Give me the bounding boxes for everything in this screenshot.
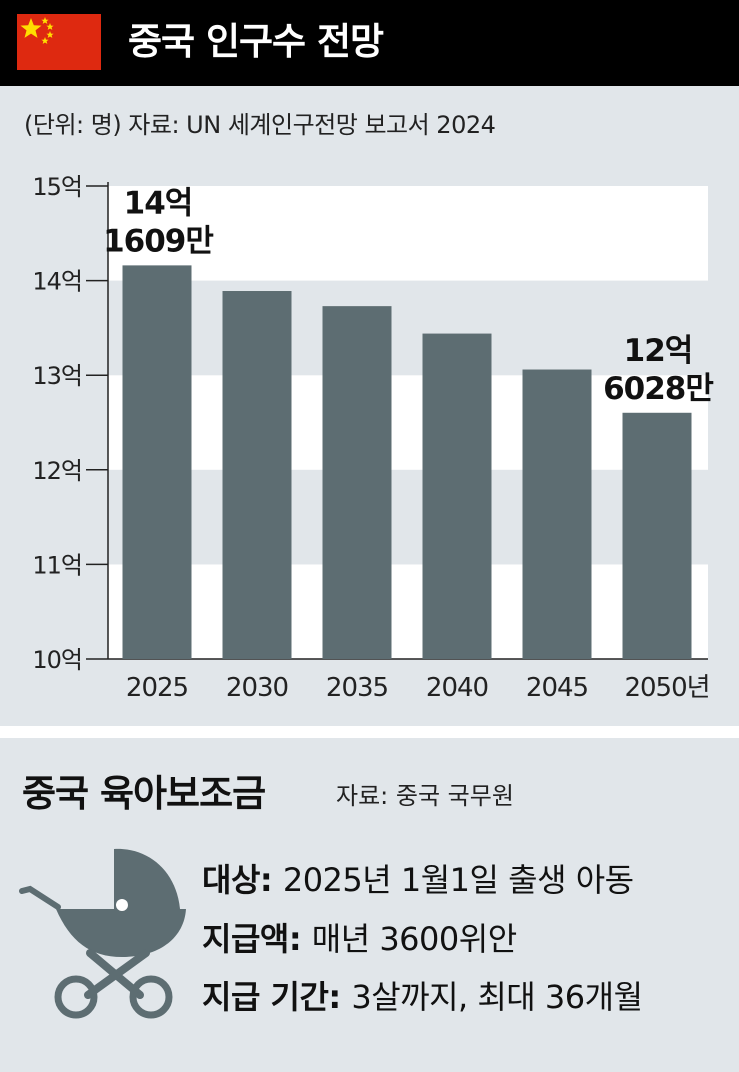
bar-2030: [222, 291, 292, 659]
data-label-line1: 14억: [124, 185, 193, 221]
x-tick-label: 2040: [426, 673, 488, 703]
subsidy-label-period: 지급 기간: [202, 978, 329, 1016]
subsidy-row-amount: 지급액: 매년 3600위안: [202, 920, 517, 958]
chart-band: [108, 564, 708, 659]
chart-band: [108, 469, 708, 565]
x-tick-label: 2045: [526, 673, 588, 703]
x-tick-label: 2030: [226, 673, 288, 703]
subsidy-row-period: 지급 기간: 3살까지, 최대 36개월: [202, 978, 643, 1016]
subsidy-label-amount: 지급액: [202, 920, 289, 958]
chart-band: [108, 280, 708, 376]
y-tick-label: 13억: [32, 362, 82, 390]
x-tick-label: 2025: [126, 673, 188, 703]
bar-2025: [122, 265, 192, 659]
bar-2050: [622, 412, 692, 659]
y-tick-label: 10억: [32, 646, 82, 674]
chart-band: [108, 375, 708, 470]
subsidy-source: 자료: 중국 국무원: [336, 782, 514, 810]
y-tick-label: 11억: [32, 551, 82, 579]
data-label-line1: 12억: [624, 333, 693, 369]
chart-band: [108, 186, 708, 281]
y-tick-label: 14억: [32, 268, 82, 296]
subsidy-value-period: 3살까지, 최대 36개월: [351, 978, 643, 1016]
data-label-line2: 1609만: [103, 223, 213, 259]
x-tick-label: 2035: [326, 673, 388, 703]
subsidy-title: 중국 육아보조금: [22, 772, 266, 815]
baby-stroller-icon: [19, 848, 186, 1019]
y-tick-label: 12억: [32, 457, 82, 485]
subsidy-value-amount: 매년 3600위안: [311, 920, 517, 958]
bar-2045: [522, 369, 592, 659]
subsidy-label-target: 대상: [202, 861, 260, 899]
chart-unit-source: (단위: 명) 자료: UN 세계인구전망 보고서 2024: [24, 111, 496, 139]
subsidy-row-target: 대상: 2025년 1월1일 출생 아동: [202, 861, 634, 899]
bar-2035: [322, 306, 392, 659]
bar-2040: [422, 333, 492, 659]
section-divider: [0, 726, 739, 738]
china-flag-icon: [17, 14, 101, 70]
y-tick-label: 15억: [32, 173, 82, 201]
data-label-line2: 6028만: [603, 371, 713, 407]
population-bar-chart: 10억 11억 12억 13억 14억 15억 2025 2030 2035 2040 2045 2…: [32, 173, 714, 703]
subsidy-value-target: 2025년 1월1일 출생 아동: [282, 861, 634, 899]
header-bar: 중국 인구수 전망: [0, 0, 739, 86]
x-tick-label: 2050년: [624, 673, 709, 703]
page-title: 중국 인구수 전망: [128, 20, 384, 63]
